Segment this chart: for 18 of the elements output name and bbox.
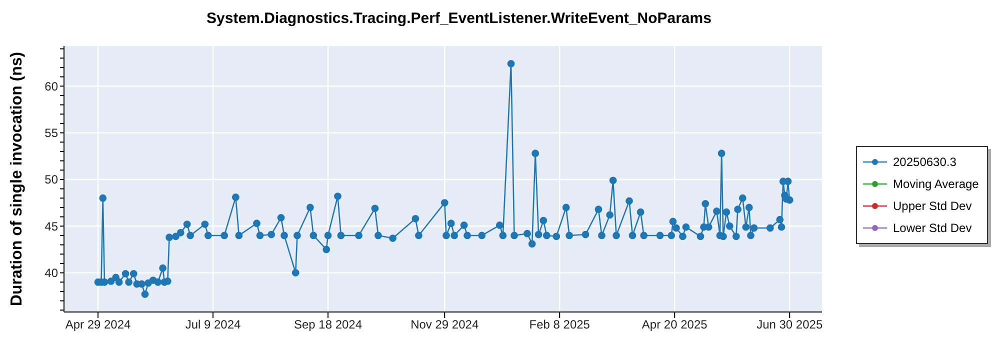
x-tick-label: Nov 29 2024 [410, 318, 479, 332]
x-tick-label: Jun 30 2025 [756, 318, 823, 332]
x-tick-label: Jul 9 2024 [185, 318, 242, 332]
chart-title: System.Diagnostics.Tracing.Perf_EventListener.WriteEvent_NoParams [206, 10, 712, 27]
y-tick-label: 45 [44, 219, 58, 234]
legend-label: Moving Average [893, 177, 979, 191]
y-tick-label: 50 [44, 172, 58, 187]
x-tick-label: Apr 29 2024 [65, 318, 132, 332]
legend-label: Lower Std Dev [893, 221, 972, 235]
x-tick-label: Feb 8 2025 [529, 318, 590, 332]
x-tick-label: Sep 18 2024 [294, 318, 362, 332]
legend-label: 20250630.3 [893, 155, 956, 169]
x-tick-label: Apr 20 2025 [642, 318, 708, 332]
y-tick-label: 55 [44, 126, 58, 140]
y-tick-label: 40 [44, 266, 58, 280]
y-axis-title: Duration of single invocation (ns) [8, 52, 26, 306]
y-tick-label: 60 [44, 79, 58, 94]
legend-label: Upper Std Dev [893, 199, 972, 213]
